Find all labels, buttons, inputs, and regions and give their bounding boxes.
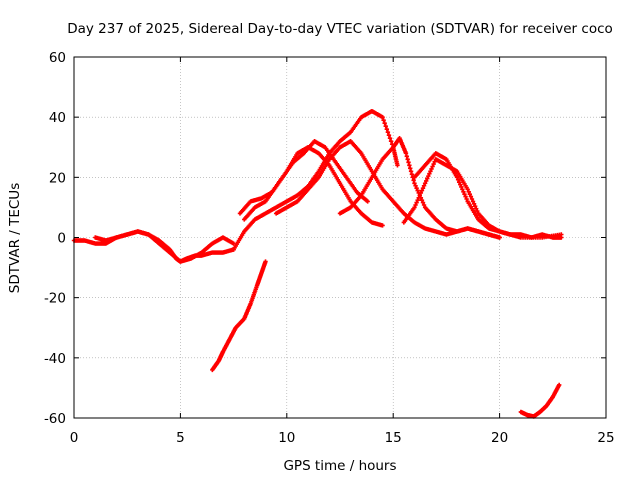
data-point bbox=[409, 172, 415, 177]
y-tick-label: -60 bbox=[44, 411, 66, 427]
series-arc-c bbox=[237, 139, 370, 216]
data-point bbox=[456, 179, 462, 185]
data-point bbox=[455, 177, 461, 182]
y-tick-label: 20 bbox=[49, 170, 66, 186]
series-arc-g bbox=[412, 151, 564, 240]
data-point bbox=[380, 114, 385, 120]
data-point bbox=[380, 223, 385, 228]
data-point bbox=[418, 190, 424, 196]
data-point bbox=[454, 175, 460, 180]
data-point bbox=[420, 200, 426, 205]
series-baseline-early-upper bbox=[93, 229, 236, 264]
data-point bbox=[419, 197, 425, 203]
data-point bbox=[385, 130, 391, 135]
x-tick-label: 5 bbox=[176, 430, 185, 446]
data-point bbox=[415, 197, 420, 203]
data-point bbox=[427, 171, 432, 176]
data-point bbox=[420, 185, 426, 191]
data-point bbox=[463, 194, 468, 199]
data-point bbox=[381, 117, 386, 123]
data-point bbox=[425, 176, 430, 181]
data-point bbox=[459, 184, 464, 190]
data-point bbox=[411, 178, 416, 183]
data-point bbox=[465, 187, 470, 192]
data-point bbox=[458, 182, 463, 187]
data-point bbox=[461, 189, 466, 194]
data-point bbox=[422, 181, 428, 186]
data-point bbox=[421, 202, 427, 208]
data-point bbox=[405, 157, 410, 162]
data-point bbox=[412, 181, 417, 186]
series-descending-track bbox=[210, 259, 268, 373]
x-tick-label: 0 bbox=[70, 430, 79, 446]
data-point bbox=[469, 196, 475, 202]
data-point bbox=[471, 201, 477, 207]
data-point bbox=[462, 191, 467, 197]
data-point bbox=[497, 235, 502, 240]
y-tick-label: -40 bbox=[44, 351, 66, 367]
x-axis-label: GPS time / hours bbox=[283, 458, 396, 474]
y-axis-label: SDTVAR / TECUs bbox=[7, 183, 23, 293]
data-point bbox=[466, 189, 471, 194]
data-point bbox=[470, 199, 476, 204]
data-point bbox=[556, 382, 562, 388]
data-point bbox=[429, 166, 434, 172]
data-point bbox=[384, 127, 390, 132]
data-point bbox=[468, 194, 474, 199]
x-tick-label: 20 bbox=[491, 430, 508, 446]
data-point bbox=[395, 163, 400, 168]
y-tick-label: 0 bbox=[57, 231, 66, 247]
data-point bbox=[383, 123, 388, 129]
data-point bbox=[414, 185, 419, 191]
data-point bbox=[413, 183, 418, 188]
series-arc-a bbox=[231, 108, 400, 252]
y-tick-label: -20 bbox=[44, 291, 66, 307]
data-point bbox=[415, 188, 420, 193]
y-tick-label: 40 bbox=[49, 110, 66, 126]
y-tick-label: 60 bbox=[49, 50, 66, 66]
data-point bbox=[263, 259, 268, 264]
data-points bbox=[71, 108, 564, 419]
x-tick-label: 15 bbox=[385, 430, 402, 446]
x-tick-label: 25 bbox=[597, 430, 614, 446]
data-point bbox=[428, 169, 433, 174]
data-point bbox=[464, 196, 469, 202]
data-point bbox=[431, 161, 436, 167]
data-point bbox=[414, 200, 419, 205]
data-point bbox=[467, 191, 473, 197]
data-point bbox=[408, 166, 413, 171]
data-point bbox=[406, 160, 411, 165]
data-point bbox=[404, 154, 410, 159]
data-point bbox=[419, 188, 425, 193]
data-point bbox=[421, 183, 427, 188]
data-point bbox=[472, 204, 478, 209]
data-point bbox=[365, 199, 370, 204]
chart-title: Day 237 of 2025, Sidereal Day-to-day VTE… bbox=[67, 21, 613, 37]
data-point bbox=[475, 208, 480, 214]
data-point bbox=[460, 187, 465, 192]
x-tick-label: 10 bbox=[278, 430, 295, 446]
data-point bbox=[412, 205, 417, 210]
data-point bbox=[473, 206, 479, 211]
data-point bbox=[417, 193, 422, 198]
data-point bbox=[413, 202, 418, 208]
data-point bbox=[403, 151, 409, 156]
axis-ticks: 0 5 10 15 20 25 -60 -40 -20 0 20 40 60 bbox=[44, 50, 615, 446]
data-point bbox=[407, 163, 412, 168]
data-point bbox=[386, 133, 392, 138]
data-point bbox=[382, 120, 387, 126]
data-point bbox=[387, 136, 393, 141]
data-point bbox=[426, 173, 431, 179]
data-point bbox=[430, 164, 435, 169]
data-point bbox=[408, 169, 414, 174]
data-point bbox=[559, 232, 564, 237]
data-point bbox=[388, 139, 394, 144]
data-point bbox=[416, 195, 421, 200]
series-arc-e bbox=[337, 136, 502, 240]
data-point bbox=[423, 178, 429, 184]
